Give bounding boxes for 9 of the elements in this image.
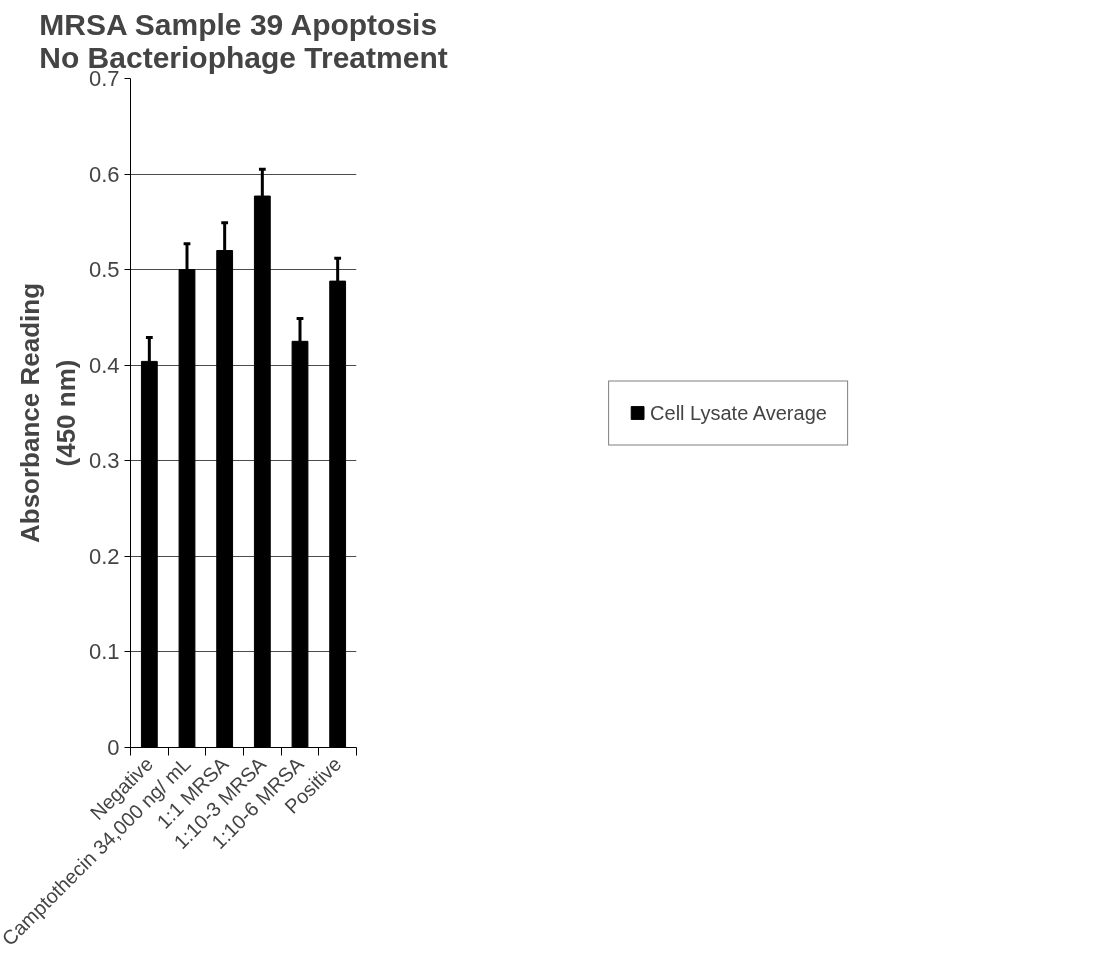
y-tick-label: 0.4 — [88, 352, 120, 378]
y-tick-label: 0.5 — [88, 257, 120, 283]
y-tick-label: 0.6 — [88, 161, 120, 187]
y-tick-label: 0.2 — [88, 543, 120, 569]
y-tick-label: 0.3 — [88, 448, 120, 474]
legend-label: Cell Lysate Average — [650, 401, 827, 424]
y-tick-label: 0.1 — [88, 639, 120, 665]
y-tick-label: 0 — [107, 735, 120, 760]
y-axis-title: Absorbance Reading (450 nm) — [14, 282, 81, 544]
